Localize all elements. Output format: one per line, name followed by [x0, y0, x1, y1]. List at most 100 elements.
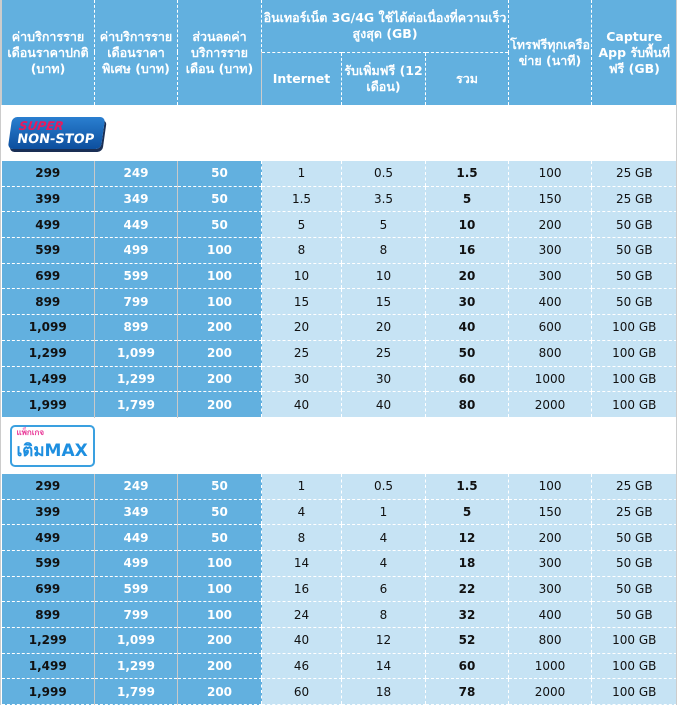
cell-regular-price: 499	[1, 524, 95, 551]
cell-bonus: 6	[341, 576, 426, 603]
cell-internet: 1	[261, 473, 342, 500]
header-capture: Capture App รับพื้นที่ฟรี (GB)	[591, 0, 676, 105]
cell-bonus: 8	[341, 601, 426, 628]
cell-internet: 24	[261, 601, 342, 628]
cell-regular-price: 1,499	[1, 653, 95, 680]
cell-regular-price: 599	[1, 550, 95, 577]
cell-total: 80	[424, 391, 509, 418]
cell-capture: 50 GB	[591, 237, 676, 264]
cell-calls: 300	[508, 263, 592, 290]
cell-bonus: 8	[341, 237, 426, 264]
super-non-stop-logo: SUPER NON-STOP	[7, 117, 105, 149]
toem-max-logo: แพ็กเกจเติมMAX	[9, 424, 95, 467]
cell-bonus: 40	[341, 391, 426, 418]
cell-discount: 200	[177, 627, 262, 654]
cell-calls: 600	[508, 314, 592, 341]
cell-internet: 15	[261, 288, 342, 316]
cell-regular-price: 399	[1, 186, 95, 213]
cell-calls: 400	[508, 601, 592, 628]
cell-discount: 200	[177, 366, 262, 393]
cell-special-price: 349	[94, 499, 178, 526]
cell-bonus: 3.5	[341, 186, 426, 213]
cell-bonus: 0.5	[341, 161, 426, 187]
cell-internet: 8	[261, 524, 342, 551]
table-row: 899 799 100 15 15 30 400 50 GB	[1, 288, 676, 316]
table-row: 299 249 50 1 0.5 1.5 100 25 GB	[1, 473, 676, 500]
cell-internet: 16	[261, 576, 342, 603]
cell-calls: 800	[508, 340, 592, 367]
cell-bonus: 4	[341, 524, 426, 551]
cell-capture: 50 GB	[591, 288, 676, 316]
cell-capture: 100 GB	[591, 391, 676, 418]
logo-top-text: แพ็กเกจ	[16, 427, 45, 437]
cell-total: 78	[424, 678, 509, 705]
cell-bonus: 20	[341, 314, 426, 341]
cell-special-price: 249	[94, 473, 178, 500]
cell-calls: 300	[508, 237, 592, 264]
table-row: 399 349 50 4 1 5 150 25 GB	[1, 499, 676, 526]
table-row: 599 499 100 8 8 16 300 50 GB	[1, 237, 676, 264]
cell-total: 50	[424, 340, 509, 367]
cell-total: 18	[424, 550, 509, 577]
table-row: 399 349 50 1.5 3.5 5 150 25 GB	[1, 186, 676, 213]
cell-discount: 200	[177, 340, 262, 367]
table-row: 1,499 1,299 200 30 30 60 1000 100 GB	[1, 366, 676, 393]
header-special-price: ค่าบริการรายเดือนราคาพิเศษ (บาท)	[94, 0, 178, 105]
table-row: 1,499 1,299 200 46 14 60 1000 100 GB	[1, 653, 676, 680]
cell-special-price: 599	[94, 263, 178, 290]
cell-regular-price: 299	[1, 161, 95, 187]
cell-capture: 100 GB	[591, 627, 676, 654]
cell-capture: 50 GB	[591, 550, 676, 577]
cell-internet: 46	[261, 653, 342, 680]
cell-capture: 50 GB	[591, 524, 676, 551]
cell-bonus: 0.5	[341, 473, 426, 500]
cell-regular-price: 1,999	[1, 391, 95, 418]
cell-bonus: 5	[341, 211, 426, 239]
table-row: 499 449 50 5 5 10 200 50 GB	[1, 211, 676, 239]
cell-regular-price: 699	[1, 263, 95, 290]
cell-internet: 60	[261, 678, 342, 705]
header-internet: Internet	[261, 51, 342, 105]
table-row: 1,299 1,099 200 40 12 52 800 100 GB	[1, 627, 676, 654]
cell-regular-price: 1,299	[1, 340, 95, 367]
table-row: 1,099 899 200 20 20 40 600 100 GB	[1, 314, 676, 341]
cell-capture: 100 GB	[591, 340, 676, 367]
table-row: 1,299 1,099 200 25 25 50 800 100 GB	[1, 340, 676, 367]
cell-regular-price: 499	[1, 211, 95, 239]
cell-internet: 1	[261, 161, 342, 187]
cell-total: 1.5	[424, 473, 509, 500]
table-row: 699 599 100 16 6 22 300 50 GB	[1, 576, 676, 603]
section-logo-cell: SUPER NON-STOP	[1, 105, 676, 161]
cell-total: 12	[424, 524, 509, 551]
cell-regular-price: 699	[1, 576, 95, 603]
cell-total: 52	[424, 627, 509, 654]
cell-bonus: 14	[341, 653, 426, 680]
cell-discount: 100	[177, 601, 262, 628]
cell-internet: 8	[261, 237, 342, 264]
cell-special-price: 1,099	[94, 627, 178, 654]
cell-capture: 50 GB	[591, 576, 676, 603]
cell-bonus: 1	[341, 499, 426, 526]
cell-calls: 1000	[508, 366, 592, 393]
cell-special-price: 349	[94, 186, 178, 213]
cell-discount: 50	[177, 473, 262, 500]
cell-regular-price: 299	[1, 473, 95, 500]
cell-total: 10	[424, 211, 509, 239]
cell-capture: 25 GB	[591, 473, 676, 500]
cell-total: 5	[424, 186, 509, 213]
cell-internet: 10	[261, 263, 342, 290]
cell-internet: 30	[261, 366, 342, 393]
logo-bottom-text: เติมMAX	[16, 440, 88, 461]
cell-internet: 40	[261, 391, 342, 418]
cell-bonus: 18	[341, 678, 426, 705]
cell-special-price: 799	[94, 601, 178, 628]
cell-discount: 50	[177, 211, 262, 239]
cell-special-price: 499	[94, 237, 178, 264]
cell-special-price: 1,099	[94, 340, 178, 367]
cell-special-price: 899	[94, 314, 178, 341]
cell-capture: 25 GB	[591, 499, 676, 526]
cell-calls: 150	[508, 186, 592, 213]
header-discount: ส่วนลดค่าบริการรายเดือน (บาท)	[177, 0, 262, 105]
